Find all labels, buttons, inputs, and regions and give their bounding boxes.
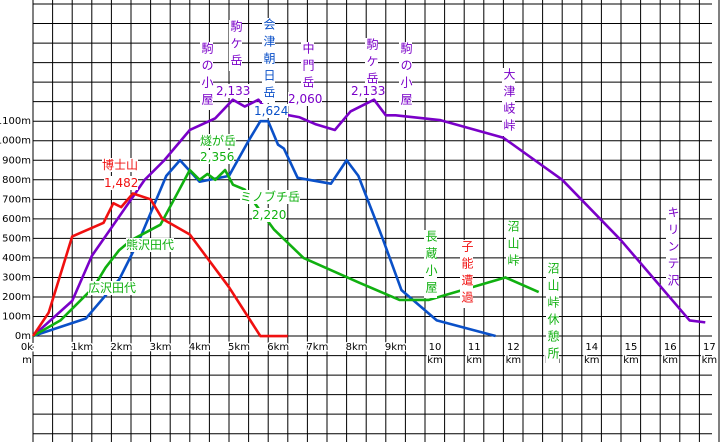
y-tick-label: 0m <box>15 331 31 342</box>
x-tick-label: 8km <box>346 342 368 353</box>
annotation: ミノブチ岳 <box>240 190 301 204</box>
y-tick-label: 900m <box>2 155 31 166</box>
y-tick-label: 500m <box>2 233 31 244</box>
annotation: 1,624 <box>254 104 289 118</box>
y-tick-label: 100m <box>2 312 31 323</box>
y-tick-label: 200m <box>2 292 31 303</box>
series-line <box>32 119 496 338</box>
annotation: 大津岐峠 <box>502 68 516 136</box>
x-tick-label: 12 km <box>506 342 522 366</box>
annotation: 駒の小屋 <box>399 42 413 110</box>
annotation: 2,060 <box>288 92 323 106</box>
series-line <box>32 168 540 338</box>
x-tick-label: 14 km <box>584 342 600 366</box>
annotation: 2,133 <box>351 84 386 98</box>
annotation: 駒ケ岳 <box>365 38 379 89</box>
y-tick-label: 800m <box>2 175 31 186</box>
annotation: 2,133 <box>216 84 251 98</box>
annotation: 会津朝日岳 <box>262 18 276 103</box>
x-tick-label: 9km <box>385 342 407 353</box>
annotation: 燧が岳 <box>200 134 237 148</box>
y-tick-label: 300m <box>2 272 31 283</box>
annotation: 2,356 <box>200 150 235 164</box>
x-tick-label: 15 km <box>623 342 639 366</box>
x-tick-label: 17 km <box>702 342 718 366</box>
y-tick-label: 600m <box>2 214 31 225</box>
annotation: 沼山峠 <box>506 220 520 271</box>
annotation: キリンテ沢 <box>666 206 680 291</box>
annotation: 博士山 <box>102 158 139 172</box>
x-tick-label: 4km <box>189 342 211 353</box>
x-tick-label: 2km <box>110 342 132 353</box>
y-tick-label: 1000m <box>0 136 31 147</box>
series-line <box>32 98 706 338</box>
x-tick-label: 5km <box>228 342 250 353</box>
x-tick-label: 6km <box>267 342 289 353</box>
x-tick-label: 10 km <box>427 342 443 366</box>
annotation: 長蔵小屋 <box>424 230 438 298</box>
annotation: 沼山峠休憩所 <box>546 262 560 364</box>
x-tick-label: 11 km <box>466 342 482 366</box>
annotation: 子能遭過 <box>460 240 474 308</box>
x-tick-label: 16 km <box>662 342 678 366</box>
annotation: 駒の小屋 <box>200 42 214 110</box>
x-tick-label: 7km <box>306 342 328 353</box>
annotation: 2,220 <box>252 208 287 222</box>
x-tick-label: 3km <box>150 342 172 353</box>
x-tick-label: 0k m <box>21 342 33 366</box>
y-tick-label: 700m <box>2 194 31 205</box>
annotation: 熊沢田代 <box>126 238 175 252</box>
y-tick-label: 1100m <box>0 116 31 127</box>
x-tick-label: 1km <box>71 342 93 353</box>
series-line <box>31 192 288 338</box>
annotation: 1,482 <box>104 176 139 190</box>
annotation: 駒ケ岳 <box>229 20 243 71</box>
annotation: 広沢田代 <box>88 281 137 295</box>
annotation: 中門岳 <box>301 42 315 93</box>
y-tick-label: 400m <box>2 253 31 264</box>
